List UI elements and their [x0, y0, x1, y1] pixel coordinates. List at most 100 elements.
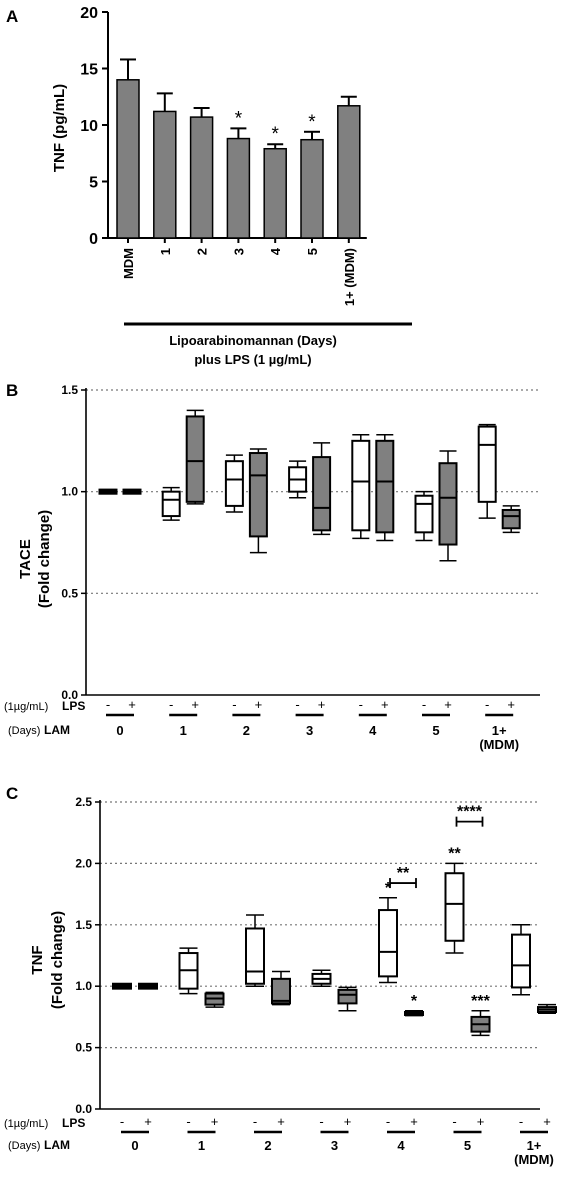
significance-label: **: [448, 845, 461, 862]
y-tick-label: 2.0: [75, 856, 92, 870]
lam-row-label: (Days): [8, 1140, 40, 1152]
lps-row-label: (1µg/mL): [4, 701, 48, 713]
lps-minus-sign: -: [485, 697, 489, 712]
lps-minus-sign: -: [232, 697, 236, 712]
lps-plus-sign: +: [191, 697, 199, 712]
y-tick-label: 1.0: [75, 979, 92, 993]
lps-minus-sign: -: [452, 1114, 456, 1129]
lam-day-label: 2: [243, 723, 250, 738]
lam-day-label: 3: [331, 1138, 338, 1153]
x-category-label: 1+ (MDM): [342, 248, 357, 306]
y-tick-label: 1.0: [61, 485, 78, 499]
lam-day-label: 1: [198, 1138, 205, 1153]
lps-row-label-bold: LPS: [62, 1116, 85, 1130]
lps-plus-sign: +: [410, 1114, 418, 1129]
significance-label: ***: [471, 993, 490, 1010]
x-category-label: 5: [305, 248, 320, 255]
bar: [226, 137, 251, 239]
panel-a-letter: A: [6, 7, 18, 26]
panel-a-bar-chart: A TNF (pg/mL) 0 5 10 15 20 MDM 1 2 3 * 4 * 5 * 1+ (MDM…: [6, 5, 412, 367]
x-category-label: 2: [195, 248, 210, 255]
lam-day-label: 5: [432, 723, 439, 738]
lps-minus-sign: -: [253, 1114, 257, 1129]
panel-a-group-label-line2: plus LPS (1 µg/mL): [194, 352, 311, 367]
bracket-label: ****: [457, 804, 483, 821]
significance-asterisk: *: [235, 108, 243, 129]
lam-row-label-bold: LAM: [44, 723, 70, 737]
box: [312, 456, 332, 532]
x-category-label: 1: [158, 248, 173, 255]
lps-minus-sign: -: [386, 1114, 390, 1129]
box: [477, 425, 497, 503]
lps-plus-sign: +: [144, 1114, 152, 1129]
lam-row-label-bold: LAM: [44, 1138, 70, 1152]
bar: [337, 105, 361, 239]
box: [375, 439, 395, 534]
lam-day-label: 1: [180, 723, 187, 738]
lps-plus-sign: +: [477, 1114, 485, 1129]
lps-plus-sign: +: [211, 1114, 219, 1129]
bar: [153, 110, 177, 239]
panel-b-box-plot: B TACE (Fold change) 0.0 0.5 1.0 1.5 (1µg/mL…: [4, 381, 540, 752]
lam-day-label: 0: [116, 723, 123, 738]
lam-day-label: 3: [306, 723, 313, 738]
box: [501, 508, 521, 530]
lam-day-label: 5: [464, 1138, 471, 1153]
lam-row-label: (Days): [8, 725, 40, 737]
significance-label: *: [411, 993, 418, 1010]
lps-plus-sign: +: [381, 697, 389, 712]
lps-minus-sign: -: [319, 1114, 323, 1129]
y-tick-label: 0.0: [75, 1102, 92, 1116]
lps-minus-sign: -: [106, 697, 110, 712]
y-tick-label: 0: [89, 231, 98, 248]
lps-minus-sign: -: [169, 697, 173, 712]
box: [245, 927, 265, 985]
panel-b-y-axis-title: TACE: [17, 539, 34, 579]
lps-plus-sign: +: [444, 697, 452, 712]
box: [337, 988, 358, 1005]
x-category-label: 4: [268, 247, 283, 255]
lps-row-label-bold: LPS: [62, 699, 85, 713]
y-tick-label: 5: [89, 175, 98, 192]
bar: [189, 116, 214, 239]
y-tick-label: 20: [80, 5, 98, 22]
x-category-label: MDM: [121, 248, 136, 279]
panel-b-letter: B: [6, 381, 18, 400]
lps-row-label: (1µg/mL): [4, 1118, 48, 1130]
box: [438, 462, 458, 546]
box: [161, 490, 181, 518]
significance-asterisk: *: [308, 112, 316, 133]
lps-minus-sign: -: [295, 697, 299, 712]
lam-day-label: 1+: [527, 1138, 542, 1153]
box: [185, 415, 205, 503]
box: [248, 452, 268, 538]
lps-plus-sign: +: [277, 1114, 285, 1129]
lps-minus-sign: -: [120, 1114, 124, 1129]
lps-plus-sign: +: [255, 697, 263, 712]
box: [414, 494, 434, 534]
lps-minus-sign: -: [359, 697, 363, 712]
bracket-label: **: [397, 865, 410, 882]
lps-plus-sign: +: [128, 697, 136, 712]
y-tick-label: 0.0: [61, 688, 78, 702]
lps-plus-sign: +: [543, 1114, 551, 1129]
lps-minus-sign: -: [519, 1114, 523, 1129]
lps-plus-sign: +: [507, 697, 515, 712]
lam-day-sublabel: (MDM): [514, 1152, 554, 1167]
panel-c-box-plot: C TNF (Fold change) 0.00.51.01.52.02.5**…: [4, 784, 557, 1167]
significance-label: *: [385, 880, 392, 897]
lps-plus-sign: +: [318, 697, 326, 712]
lam-day-label: 4: [397, 1138, 405, 1153]
panel-c-y-axis-title: TNF: [29, 945, 46, 974]
lam-day-label: 4: [369, 723, 377, 738]
lps-plus-sign: +: [344, 1114, 352, 1129]
y-tick-label: 15: [80, 62, 98, 79]
lps-minus-sign: -: [186, 1114, 190, 1129]
panel-a-group-label-line1: Lipoarabinomannan (Days): [169, 333, 337, 348]
lps-minus-sign: -: [422, 697, 426, 712]
y-tick-label: 10: [80, 118, 98, 135]
y-tick-label: 0.5: [75, 1041, 92, 1055]
box: [378, 909, 398, 978]
y-tick-label: 0.5: [61, 586, 78, 600]
bar: [116, 79, 140, 239]
